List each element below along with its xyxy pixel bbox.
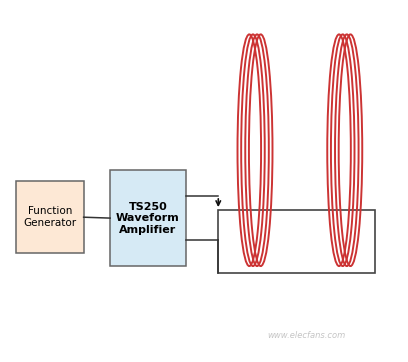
Bar: [110, 170, 186, 266]
Bar: [16, 181, 84, 253]
Text: TS250
Waveform
Amplifier: TS250 Waveform Amplifier: [116, 202, 180, 235]
Bar: [218, 210, 375, 273]
Text: www.elecfans.com: www.elecfans.com: [267, 331, 345, 340]
Text: Function
Generator: Function Generator: [23, 206, 77, 228]
